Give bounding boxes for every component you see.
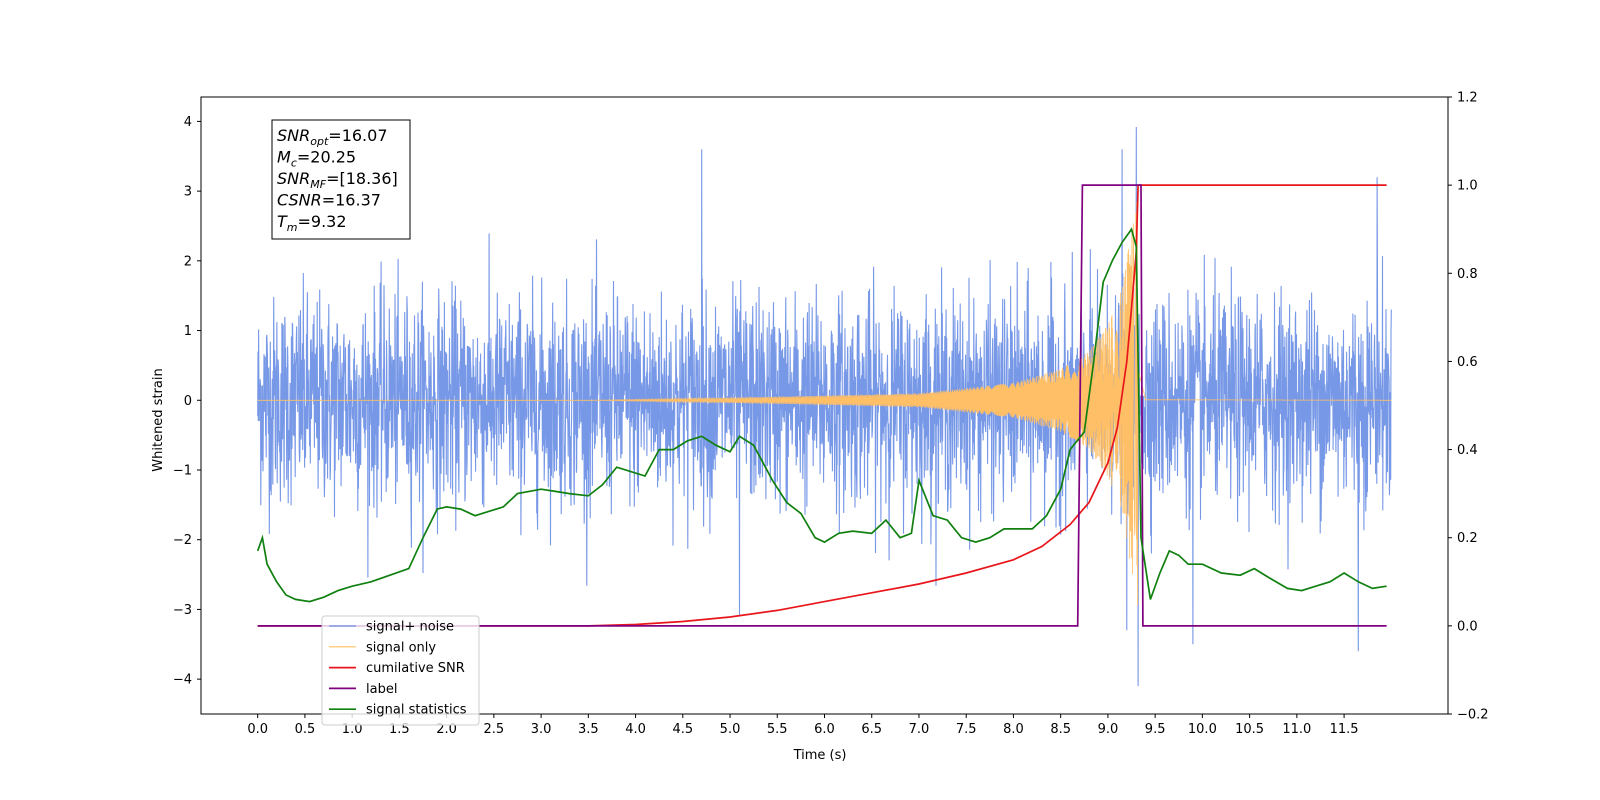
x-axis-label: Time (s)	[793, 748, 847, 763]
series-line-1	[257, 201, 1392, 606]
legend-label: label	[366, 682, 397, 697]
y-left-tick-label: 0	[184, 394, 192, 409]
series-line-3	[257, 184, 1387, 627]
y-left-tick-label: −4	[173, 673, 192, 688]
annotation-line: CSNR=16.37	[277, 191, 381, 210]
y-right-tick-label: 0.4	[1457, 443, 1478, 458]
x-tick-label: 3.5	[578, 722, 599, 737]
y-right-tick-label: 1.2	[1457, 91, 1478, 106]
legend-label: cumilative SNR	[366, 661, 465, 676]
y-left-tick-label: −1	[173, 463, 192, 478]
x-tick-label: 11.0	[1282, 722, 1311, 737]
y-left-tick-label: 1	[184, 324, 192, 339]
x-tick-label: 11.5	[1330, 722, 1359, 737]
annotation-line: SNRMF=[18.36]	[277, 169, 398, 191]
legend-label: signal only	[366, 640, 436, 655]
annotation-line: Tm=9.32	[277, 212, 347, 234]
x-tick-label: 6.5	[861, 722, 882, 737]
y-right-tick-label: −0.2	[1457, 708, 1489, 723]
x-tick-label: 5.0	[720, 722, 741, 737]
y-left-tick-label: −2	[173, 533, 192, 548]
series-line-2	[257, 184, 1387, 627]
series-line-4	[256, 227, 1387, 603]
legend-label: signal+ noise	[366, 620, 454, 635]
x-tick-label: 6.0	[814, 722, 835, 737]
plot-area	[256, 126, 1392, 687]
y-left-tick-label: 3	[184, 185, 192, 200]
x-tick-label: 10.5	[1235, 722, 1264, 737]
x-tick-label: 10.0	[1188, 722, 1217, 737]
x-tick-label: 3.0	[531, 722, 552, 737]
x-tick-label: 1.5	[389, 722, 410, 737]
x-tick-label: 0.5	[295, 722, 316, 737]
x-tick-label: 4.5	[672, 722, 693, 737]
x-tick-label: 0.0	[247, 722, 268, 737]
x-tick-label: 8.5	[1050, 722, 1071, 737]
y-left-tick-label: −3	[173, 603, 192, 618]
legend-label: signal statistics	[366, 703, 467, 718]
y-right-tick-label: 1.0	[1457, 179, 1478, 194]
y-left-tick-label: 4	[184, 115, 192, 130]
legend: signal+ noise signal only cumilative SNR la…	[321, 615, 480, 726]
annotation-line: SNRopt=16.07	[277, 126, 388, 148]
x-tick-label: 9.5	[1145, 722, 1166, 737]
y-right-tick-label: 0.0	[1457, 619, 1478, 634]
annotation-line: Mc=20.25	[277, 148, 356, 170]
axes: 0.0 0.5 1.0 1.5 2.0 2.5 3.0 3.5 4.0 4.5 5.0 5.5 6.0 6…	[173, 91, 1489, 738]
x-tick-label: 7.0	[909, 722, 930, 737]
x-tick-label: 7.5	[956, 722, 977, 737]
annotation-box: SNRopt=16.07Mc=20.25SNRMF=[18.36]CSNR=16…	[271, 119, 411, 240]
annotation-frame	[271, 119, 411, 240]
y-right-tick-label: 0.2	[1457, 531, 1478, 546]
y-axis-label: Whitened strain	[151, 368, 166, 471]
axis-labels: Time (s) Whitened strain	[151, 368, 846, 763]
y-right-tick-label: 0.8	[1457, 267, 1478, 282]
x-tick-label: 1.0	[342, 722, 363, 737]
x-tick-label: 5.5	[767, 722, 788, 737]
y-right-tick-label: 0.6	[1457, 355, 1478, 370]
x-tick-label: 4.0	[625, 722, 646, 737]
x-tick-label: 2.0	[436, 722, 457, 737]
legend-frame	[321, 615, 480, 726]
y-left-tick-label: 2	[184, 254, 192, 269]
x-tick-label: 8.0	[1003, 722, 1024, 737]
x-tick-label: 9.0	[1098, 722, 1119, 737]
series-line-0	[257, 126, 1392, 687]
x-tick-label: 2.5	[484, 722, 505, 737]
